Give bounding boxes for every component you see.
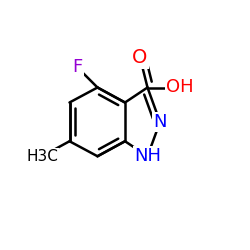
Text: H3C: H3C — [26, 149, 58, 164]
Text: N: N — [153, 113, 167, 131]
Text: NH: NH — [134, 147, 161, 165]
Text: O: O — [132, 48, 148, 67]
Text: OH: OH — [166, 78, 194, 96]
Text: F: F — [72, 58, 83, 76]
